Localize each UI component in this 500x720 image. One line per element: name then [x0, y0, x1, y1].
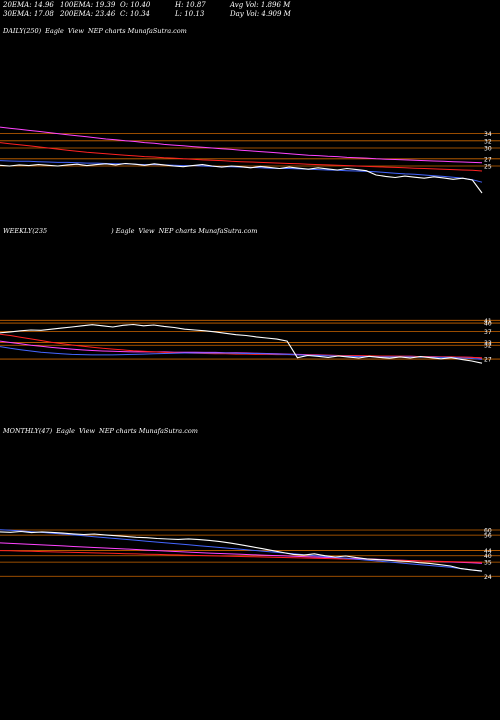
level-label-2: 37	[484, 329, 492, 336]
high-stat: H: 10.87	[175, 1, 206, 9]
level-label-4: 35	[484, 560, 492, 567]
level-label-1: 32	[484, 138, 492, 145]
daily-title-view: View	[67, 27, 84, 35]
ema-fast-line	[0, 160, 483, 183]
open-stat: O: 10.40	[120, 1, 151, 9]
weekly-title-source: NEP charts MunafaSutra.com	[158, 227, 258, 235]
weekly-panel-title: WEEKLY(235 ) Eagle View NEP charts MunafaSu…	[3, 227, 261, 235]
level-label-3: 27	[484, 156, 492, 163]
level-label-0: 34	[484, 131, 492, 138]
ema-mid-line	[0, 126, 483, 164]
daily-title-label: DAILY(250)	[3, 27, 42, 35]
ema30-stat: 30EMA: 17.08	[3, 10, 54, 18]
monthly-title-source: NEP charts MunafaSutra.com	[99, 427, 198, 435]
monthly-title-eagle: Eagle	[56, 427, 75, 435]
monthly-title-view: View	[78, 427, 96, 435]
daily-title-source: NEP charts MunafaSutra.com	[87, 27, 187, 35]
ema-slow-line	[0, 142, 483, 172]
ema-slow-line	[0, 550, 483, 563]
level-label-1: 56	[484, 533, 492, 540]
level-label-3: 33	[484, 340, 492, 347]
day-vol-stat: Day Vol: 4.909 M	[230, 10, 291, 18]
price-line	[0, 530, 483, 572]
level-label-3: 40	[484, 553, 492, 560]
avg-vol-stat: Avg Vol: 1.896 M	[230, 1, 291, 9]
weekly-title-label: WEEKLY(235	[3, 227, 48, 235]
daily-panel-title: DAILY(250) Eagle View NEP charts MunafaSutr…	[3, 27, 191, 35]
ema-slow-line	[0, 333, 483, 359]
weekly-title-eagle: ) Eagle	[111, 227, 135, 235]
level-label-1: 40	[484, 321, 492, 328]
level-label-2: 30	[484, 146, 492, 153]
ema20-stat: 20EMA: 14.96	[3, 1, 54, 9]
level-label-0: 41	[484, 318, 492, 325]
level-label-0: 60	[484, 528, 492, 535]
level-label-4: 32	[484, 343, 492, 350]
monthly-panel-title: MONTHLY(47) Eagle View NEP charts MunafaSut…	[3, 427, 202, 435]
ema100-stat: 100EMA: 19.39	[60, 1, 116, 9]
level-label-2: 44	[484, 548, 492, 555]
level-label-4: 25	[484, 164, 492, 171]
monthly-title-label: MONTHLY(47)	[3, 427, 53, 435]
price-line	[0, 323, 483, 364]
close-stat: C: 10.34	[120, 10, 150, 18]
price-line	[0, 162, 483, 194]
ema200-stat: 200EMA: 23.46	[60, 10, 116, 18]
low-stat: L: 10.13	[175, 10, 205, 18]
level-label-5: 24	[484, 574, 492, 581]
level-label-5: 27	[484, 357, 492, 364]
ema-fast-line	[0, 529, 483, 572]
weekly-title-view: View	[138, 227, 155, 235]
daily-title-eagle: Eagle	[45, 27, 64, 35]
ema-mid-line	[0, 340, 483, 359]
